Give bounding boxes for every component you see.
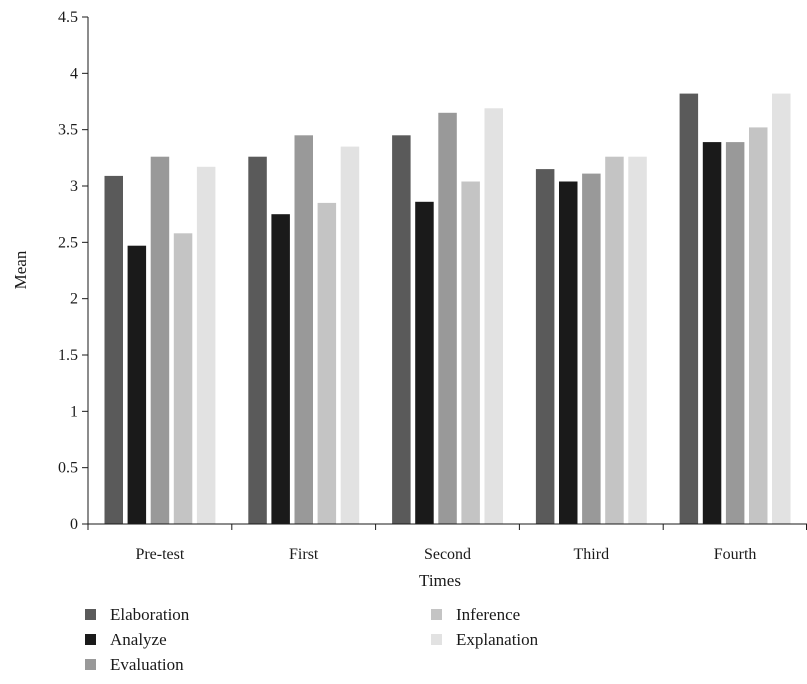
bar-evaluation-pre-test <box>150 156 170 524</box>
x-tick-label: First <box>289 546 319 563</box>
bar-analyze-second <box>415 201 434 525</box>
legend-swatch-evaluation <box>85 659 96 670</box>
x-tick-label: Pre-test <box>135 546 184 563</box>
bar-inference-fourth <box>749 127 768 525</box>
bar-analyze-third <box>559 181 578 524</box>
legend-label-analyze: Analyze <box>110 630 167 649</box>
bar-inference-third <box>605 156 624 524</box>
x-axis-title: Times <box>419 571 461 590</box>
legend-label-explanation: Explanation <box>456 630 539 649</box>
bar-explanation-fourth <box>772 93 791 524</box>
bar-analyze-pre-test <box>127 245 147 524</box>
y-tick-label: 0.5 <box>58 460 78 477</box>
legend-swatch-analyze <box>85 634 96 645</box>
bar-inference-first <box>317 202 337 524</box>
bar-elaboration-fourth <box>679 93 699 524</box>
y-tick-label: 1 <box>70 403 78 420</box>
bar-evaluation-fourth <box>725 142 745 524</box>
bar-elaboration-third <box>535 169 555 524</box>
bar-analyze-fourth <box>702 142 722 524</box>
y-tick-label: 2.5 <box>58 234 78 251</box>
bar-inference-second <box>461 181 480 524</box>
x-tick-label: Fourth <box>714 546 757 563</box>
y-tick-label: 3.5 <box>58 122 78 139</box>
y-tick-label: 0 <box>70 516 78 533</box>
y-tick-label: 3 <box>70 178 78 195</box>
legend-label-elaboration: Elaboration <box>110 605 190 624</box>
legend-swatch-inference <box>431 609 442 620</box>
legend-swatch-explanation <box>431 634 442 645</box>
bar-evaluation-second <box>438 112 457 525</box>
bar-inference-pre-test <box>173 233 193 525</box>
x-tick-label: Second <box>424 546 471 563</box>
bar-analyze-first <box>271 214 290 524</box>
legend-swatch-elaboration <box>85 609 96 620</box>
y-tick-label: 4 <box>70 65 78 82</box>
y-tick-label: 4.5 <box>58 9 78 26</box>
y-axis-title: Mean <box>11 250 30 289</box>
y-tick-label: 2 <box>70 291 78 308</box>
bar-elaboration-second <box>392 135 411 525</box>
legend-label-evaluation: Evaluation <box>110 655 184 674</box>
axes-layer: 0 0.5 1 1.5 2 2.5 3 3.5 4 4.5 Pre-test First Second T… <box>58 9 807 563</box>
legend: Elaboration Analyze Evaluation Inference Exp… <box>85 605 539 674</box>
bar-evaluation-first <box>294 135 313 525</box>
bar-explanation-pre-test <box>196 166 216 525</box>
bar-explanation-second <box>484 108 503 525</box>
legend-label-inference: Inference <box>456 605 520 624</box>
bar-explanation-first <box>340 146 360 524</box>
bars-layer <box>104 93 791 525</box>
y-tick-label: 1.5 <box>58 347 78 364</box>
bar-evaluation-third <box>582 173 601 524</box>
bar-elaboration-first <box>248 156 267 524</box>
bar-elaboration-pre-test <box>104 175 123 524</box>
bar-explanation-third <box>628 156 647 524</box>
x-tick-label: Third <box>574 546 610 563</box>
